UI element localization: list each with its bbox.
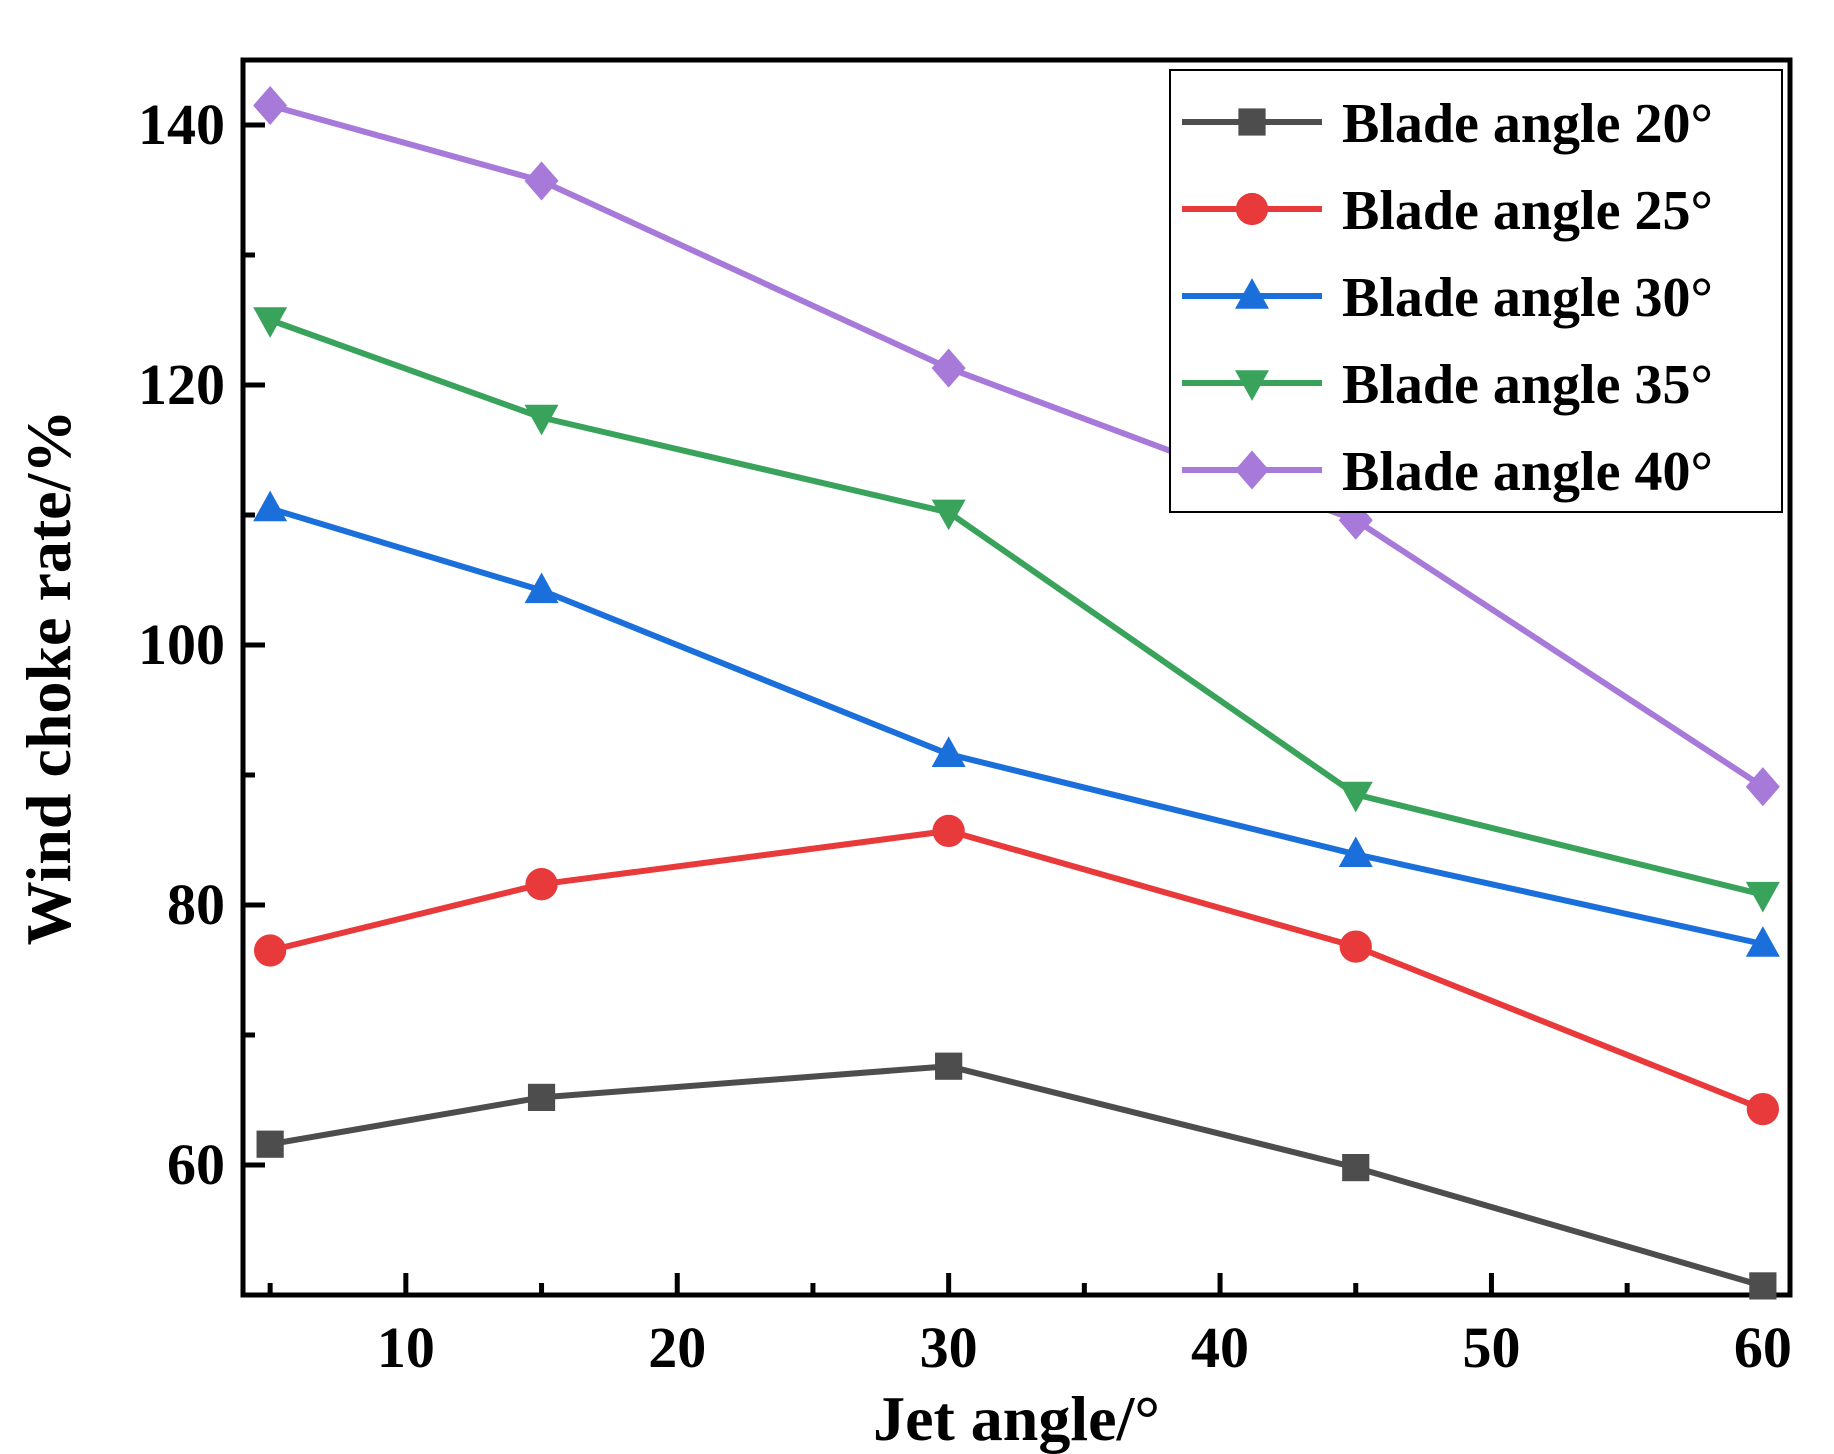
data-point [1749, 1272, 1777, 1300]
axis-tick-labels: 10 20 30 40 50 60 60 80 100 120 140 [138, 92, 1792, 1380]
data-point [1342, 1154, 1370, 1182]
data-point [931, 736, 966, 767]
data-point [524, 404, 559, 436]
data-point [1338, 836, 1373, 868]
legend-marker [1235, 450, 1269, 490]
legend: Blade angle 20° Blade angle 25° Blade angl… [1169, 69, 1783, 513]
series-line [269, 1063, 1764, 1289]
legend-label: Blade angle 30° [1342, 267, 1713, 329]
legend-marker [1235, 192, 1269, 226]
data-point [932, 814, 965, 848]
data-point [1745, 881, 1780, 913]
series-4 [253, 307, 1780, 913]
series-3 [253, 490, 1780, 957]
data-point [256, 1130, 284, 1158]
data-point [253, 307, 288, 338]
series-2 [253, 814, 1780, 1126]
data-point [1338, 500, 1373, 540]
series-line [269, 505, 1764, 947]
legend-label: Blade angle 40° [1342, 441, 1713, 503]
data-point [931, 499, 966, 531]
y-tick-label: 60 [167, 1132, 225, 1197]
x-tick-label: 30 [920, 1315, 978, 1380]
data-point [524, 572, 559, 604]
x-tick-label: 40 [1191, 1315, 1249, 1380]
data-point [253, 934, 287, 967]
legend-entry: Blade angle 25° [1182, 180, 1713, 242]
data-point [253, 85, 288, 126]
legend-label: Blade angle 25° [1342, 180, 1713, 242]
y-tick-label: 120 [138, 352, 225, 417]
x-axis-title: Jet angle/° [873, 1383, 1160, 1454]
legend-entry: Blade angle 35° [1182, 354, 1713, 416]
x-tick-label: 20 [648, 1315, 706, 1380]
data-point [525, 868, 558, 901]
legend-entry: Blade angle 40° [1182, 441, 1713, 503]
plot-frame [240, 57, 1793, 1298]
x-tick-label: 50 [1462, 1315, 1520, 1380]
legend-entry: Blade angle 30° [1182, 267, 1713, 329]
data-point [1745, 926, 1780, 957]
legend-entry: Blade angle 20° [1182, 93, 1713, 155]
axis-ticks [243, 122, 1766, 1295]
y-tick-label: 80 [167, 872, 225, 937]
y-tick-label: 140 [138, 92, 225, 157]
legend-box [1169, 69, 1783, 513]
legend-label: Blade angle 20° [1342, 93, 1713, 155]
series-1 [256, 1052, 1777, 1300]
series-line [269, 827, 1764, 1112]
legend-marker [1235, 278, 1269, 309]
data-point [524, 161, 559, 201]
data-point [1745, 767, 1780, 807]
series-5 [253, 85, 1780, 807]
legend-label: Blade angle 35° [1342, 354, 1713, 416]
y-tick-label: 100 [138, 612, 225, 677]
y-axis-title: Wind choke rate/% [13, 410, 84, 946]
data-point [931, 348, 966, 388]
data-point [935, 1052, 963, 1080]
data-point [1746, 1092, 1780, 1126]
x-tick-label: 60 [1734, 1315, 1792, 1380]
data-point [253, 490, 288, 522]
legend-marker [1238, 108, 1266, 136]
data-point [527, 1083, 556, 1111]
series-layer [253, 85, 1780, 1300]
data-point [1338, 781, 1373, 813]
x-tick-label: 10 [377, 1315, 435, 1380]
legend-marker [1235, 370, 1269, 401]
data-point [1339, 930, 1372, 963]
